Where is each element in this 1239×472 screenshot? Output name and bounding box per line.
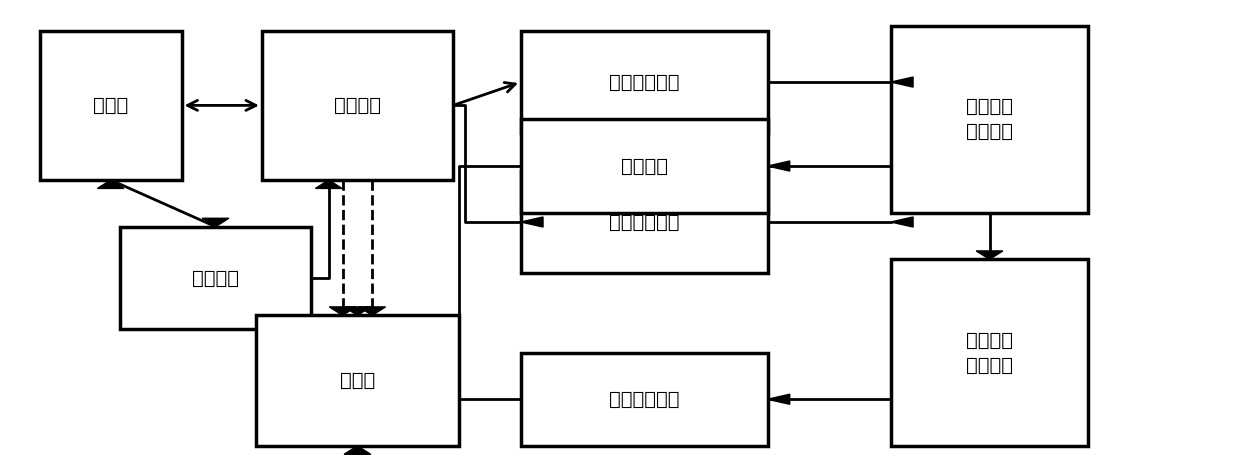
Polygon shape: [202, 218, 229, 227]
Bar: [891, 259, 1088, 446]
Text: 干扰源: 干扰源: [339, 371, 375, 390]
Bar: [520, 119, 767, 213]
Polygon shape: [344, 446, 370, 454]
Polygon shape: [316, 180, 342, 188]
Text: 待测芯片: 待测芯片: [333, 96, 380, 115]
Text: 能量调节模块: 能量调节模块: [608, 390, 679, 409]
Bar: [40, 31, 182, 180]
Polygon shape: [344, 307, 370, 315]
Bar: [891, 26, 1088, 213]
Polygon shape: [359, 307, 385, 315]
Bar: [520, 353, 767, 446]
Text: 能量参数
分析模块: 能量参数 分析模块: [966, 97, 1014, 142]
Polygon shape: [891, 77, 913, 87]
Bar: [520, 171, 767, 273]
Polygon shape: [767, 394, 789, 405]
Polygon shape: [98, 180, 124, 188]
Text: 通信模块: 通信模块: [192, 269, 239, 287]
Bar: [120, 227, 311, 329]
Polygon shape: [767, 161, 789, 171]
Text: 能量参数
控制模块: 能量参数 控制模块: [966, 330, 1014, 375]
Text: 功耗采集模块: 功耗采集模块: [608, 212, 679, 231]
Bar: [520, 31, 767, 134]
Text: 触发模块: 触发模块: [621, 157, 668, 176]
Polygon shape: [976, 251, 1002, 259]
Polygon shape: [330, 307, 356, 315]
Text: 电磁采集模块: 电磁采集模块: [608, 73, 679, 92]
Bar: [255, 315, 460, 446]
Bar: [261, 31, 453, 180]
Polygon shape: [891, 217, 913, 227]
Text: 上位机: 上位机: [93, 96, 129, 115]
Polygon shape: [520, 217, 543, 227]
